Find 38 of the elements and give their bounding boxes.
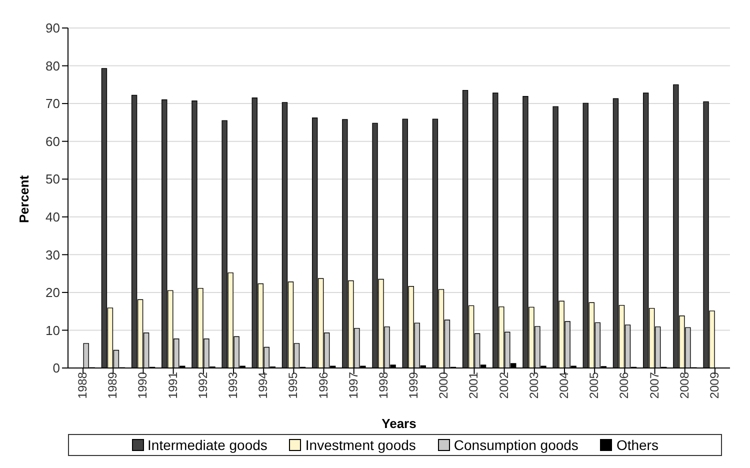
x-tick-label: 1992 [196, 372, 210, 399]
x-tick-label: 1991 [166, 372, 180, 399]
x-tick-label: 2000 [436, 372, 451, 399]
x-tick-label: 1990 [136, 372, 150, 399]
x-tick-label: 1997 [346, 372, 360, 399]
x-tick-label: 1996 [316, 372, 330, 399]
x-tick-label: 1998 [376, 372, 390, 399]
x-tick-label: 1988 [76, 372, 90, 399]
x-tick-label: 1989 [106, 372, 120, 399]
y-axis-title: Percent [16, 174, 32, 223]
y-tick-label: 40 [46, 210, 60, 225]
x-tick-label: 2007 [647, 372, 662, 399]
y-tick-label: 20 [46, 285, 60, 300]
y-tick-label: 50 [46, 172, 60, 187]
y-tick-label: 60 [46, 134, 60, 149]
x-tick-label: 2005 [587, 372, 602, 399]
y-tick-label: 30 [46, 247, 60, 262]
x-tick-label: 2008 [677, 372, 692, 399]
x-tick-label: 2004 [557, 372, 572, 399]
legend-label: Others [615, 437, 658, 453]
y-tick-label: 70 [46, 96, 60, 112]
legend-label: Investment goods [304, 437, 416, 453]
x-tick-label: 1993 [226, 372, 240, 399]
x-tick-label: 2003 [526, 372, 541, 399]
x-tick-label: 2009 [707, 372, 722, 399]
x-tick-label: 1994 [256, 372, 270, 399]
x-tick-label: 2001 [466, 372, 481, 399]
y-tick-label: 0 [52, 360, 60, 376]
y-tick-label: 10 [46, 322, 60, 338]
y-tick-label: 90 [46, 20, 60, 36]
x-tick-label: 2002 [496, 372, 511, 399]
x-tick-label: 1995 [286, 372, 300, 399]
x-tick-label: 2006 [617, 372, 632, 399]
x-tick-label: 1999 [406, 372, 421, 399]
x-axis-title: Years [382, 416, 416, 431]
legend-label: Consumption goods [452, 437, 578, 453]
y-tick-label: 80 [46, 58, 60, 74]
legend-label: Intermediate goods [146, 437, 268, 453]
